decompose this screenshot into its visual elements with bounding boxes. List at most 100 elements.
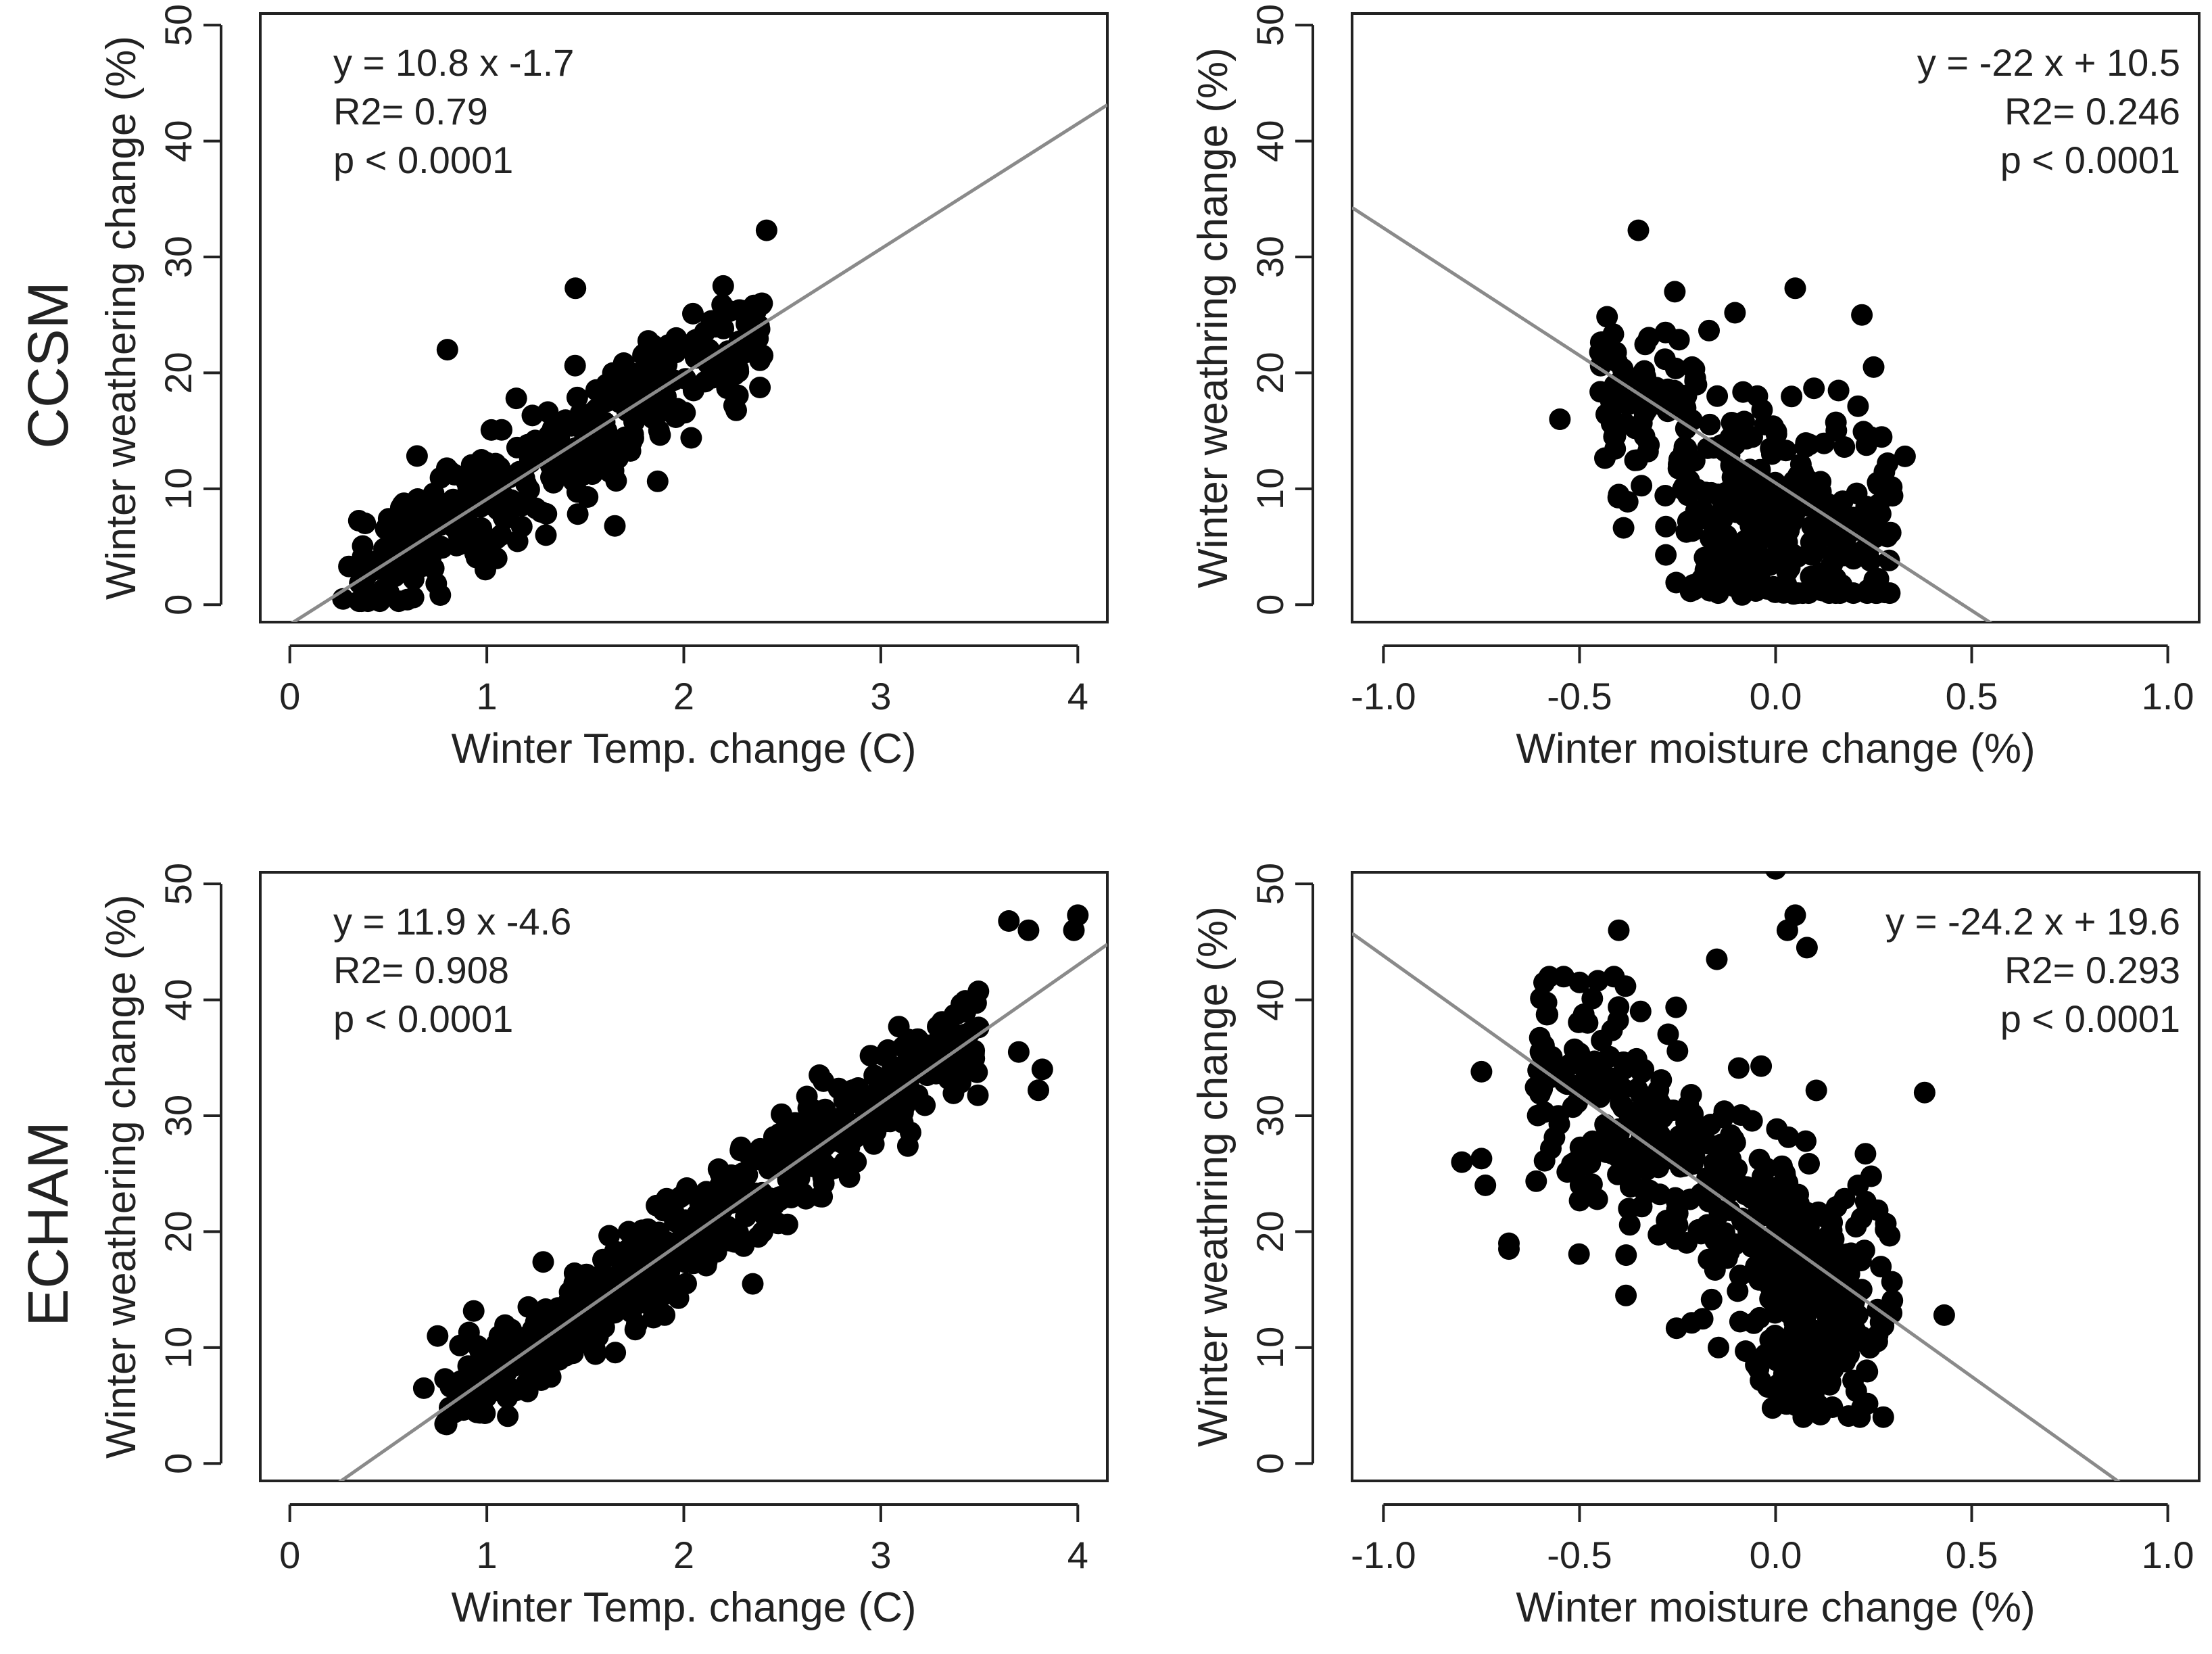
scatter-point xyxy=(1686,478,1708,500)
x-tick-label: 1.0 xyxy=(2142,1534,2194,1576)
scatter-point xyxy=(522,1319,544,1340)
scatter-point xyxy=(675,1273,697,1295)
y-axis-label: Winter weathring change (%) xyxy=(1190,47,1236,588)
scatter-point xyxy=(1636,392,1658,415)
scatter-point xyxy=(1854,1190,1877,1212)
scatter-point xyxy=(625,1313,648,1336)
scatter-point xyxy=(480,419,502,441)
scatter-point xyxy=(1594,447,1616,469)
annotation-line: y = -24.2 x + 19.6 xyxy=(1885,900,2180,943)
scatter-point xyxy=(1656,1210,1678,1231)
scatter-point xyxy=(1750,1237,1771,1260)
scatter-points xyxy=(1549,219,1916,606)
scatter-point xyxy=(1766,1118,1788,1140)
regression-line xyxy=(338,943,1107,1481)
scatter-point xyxy=(1568,1243,1590,1265)
scatter-point xyxy=(1806,1267,1828,1290)
scatter-point xyxy=(1589,1086,1611,1108)
scatter-points xyxy=(332,219,777,613)
scatter-point xyxy=(858,1121,880,1143)
scatter-point xyxy=(1608,919,1630,941)
scatter-point xyxy=(646,1194,668,1216)
regression-line xyxy=(1352,932,2121,1481)
scatter-point xyxy=(1655,544,1677,566)
scatter-point xyxy=(1562,1096,1584,1118)
scatter-point xyxy=(1638,327,1660,349)
scatter-point xyxy=(649,424,671,446)
scatter-point xyxy=(1698,319,1720,341)
scatter-point xyxy=(1682,574,1704,596)
scatter-point xyxy=(1862,356,1885,378)
scatter-point xyxy=(1751,399,1773,421)
scatter-point xyxy=(1470,1148,1493,1170)
scatter-point xyxy=(650,1280,673,1302)
scatter-point xyxy=(1597,1066,1619,1088)
plot-frame xyxy=(259,871,1109,1482)
scatter-point xyxy=(735,1206,757,1228)
scatter-point xyxy=(1619,1176,1641,1198)
scatter-point xyxy=(400,561,422,583)
scatter-point xyxy=(1722,477,1744,499)
scatter-point xyxy=(1724,302,1746,324)
scatter-point xyxy=(1627,1141,1649,1163)
regression-annotation: y = 10.8 x -1.7 R2= 0.79 p < 0.0001 xyxy=(333,41,574,181)
scatter-point xyxy=(1870,1256,1892,1278)
y-tick-label: 50 xyxy=(157,863,199,905)
scatter-point xyxy=(1627,219,1650,241)
scatter-point xyxy=(485,547,508,569)
scatter-point xyxy=(458,1321,480,1344)
scatter-point xyxy=(1568,1189,1591,1212)
scatter-point xyxy=(680,1229,702,1250)
scatter-point xyxy=(1803,377,1825,400)
y-tick-label: 10 xyxy=(157,1327,199,1369)
scatter-point xyxy=(955,1060,977,1083)
scatter-point xyxy=(1543,1127,1566,1149)
scatter-point xyxy=(1589,341,1611,363)
row-label-echam: ECHAM xyxy=(16,1121,80,1326)
scatter-point xyxy=(1568,971,1591,993)
y-tick-label: 10 xyxy=(1249,1327,1291,1369)
scatter-point xyxy=(1913,1081,1936,1104)
annotation-line: R2= 0.908 xyxy=(333,949,509,991)
scatter-point xyxy=(1533,1035,1555,1057)
scatter-point xyxy=(1765,872,1786,880)
scatter-point xyxy=(1707,509,1729,531)
scatter-point xyxy=(899,1121,921,1143)
scatter-point xyxy=(1732,536,1754,558)
x-axis-label: Winter Temp. change (C) xyxy=(452,1584,917,1631)
scatter-point xyxy=(845,1151,867,1173)
scatter-point xyxy=(1474,1174,1497,1196)
annotation-line: p < 0.0001 xyxy=(333,997,513,1040)
scatter-point xyxy=(1794,1226,1816,1248)
scatter-point xyxy=(609,1279,631,1302)
y-tick-label: 40 xyxy=(1249,978,1291,1020)
scatter-point xyxy=(1729,1310,1751,1333)
row-label-ccsm-text: CCSM xyxy=(16,281,80,448)
y-axis-label: Winter weathering change (%) xyxy=(98,36,145,600)
x-tick-label: 3 xyxy=(870,1534,891,1576)
scatter-point xyxy=(1533,1101,1556,1123)
regression-annotation: y = -22 x + 10.5 R2= 0.246 p < 0.0001 xyxy=(1917,41,2180,181)
annotation-line: R2= 0.246 xyxy=(2004,90,2180,133)
y-tick-label: 0 xyxy=(157,594,199,615)
scatter-point xyxy=(892,1036,914,1058)
x-tick-label: 0.5 xyxy=(1946,675,1998,717)
scatter-point xyxy=(1765,423,1787,445)
y-axis: 0 10 20 30 40 50 Winter weathring change (%) xyxy=(1190,4,1314,615)
scatter-point xyxy=(1881,1271,1903,1293)
scatter-point xyxy=(598,1225,621,1247)
scatter-point xyxy=(1691,1308,1714,1330)
scatter-point xyxy=(662,1250,684,1273)
scatter-point xyxy=(575,1263,598,1285)
y-tick-label: 10 xyxy=(1249,468,1291,510)
scatter-point xyxy=(1652,1106,1673,1129)
scatter-point xyxy=(725,399,747,421)
scatter-point xyxy=(1735,1176,1758,1198)
scatter-point xyxy=(813,1120,835,1142)
scatter-point xyxy=(506,530,529,552)
x-axis-label: Winter moisture change (%) xyxy=(1516,1584,2035,1631)
scatter-point xyxy=(1700,1288,1723,1310)
scatter-point xyxy=(680,427,702,449)
scatter-point xyxy=(621,431,643,452)
scatter-point xyxy=(1750,1055,1773,1077)
